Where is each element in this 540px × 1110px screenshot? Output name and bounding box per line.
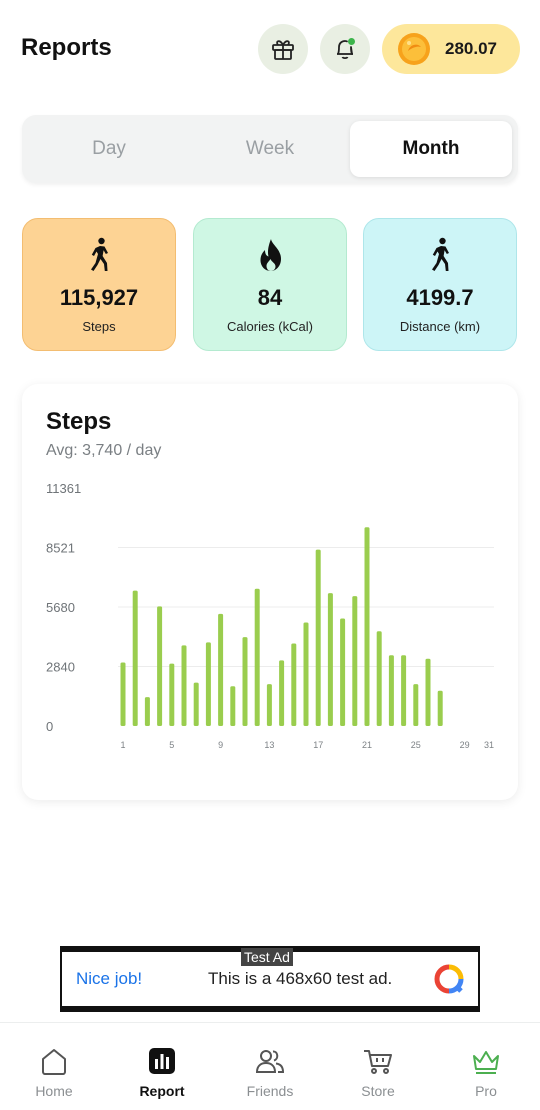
bar-day-7	[193, 682, 199, 726]
home-icon	[42, 1049, 66, 1075]
ad-tag: Test Ad	[241, 948, 293, 966]
bar-day-8	[205, 642, 211, 726]
x-tick-label: 25	[411, 740, 421, 750]
bar-day-27	[437, 690, 443, 726]
bar-day-24	[401, 655, 407, 726]
gift-button[interactable]	[258, 24, 308, 74]
header: Reports 280.07	[0, 0, 540, 100]
x-tick-label: 1	[120, 740, 125, 750]
calories-stat-card[interactable]: 84 Calories (kCal)	[193, 218, 347, 351]
bar-day-17	[315, 549, 321, 726]
notifications-button[interactable]	[320, 24, 370, 74]
steps-chart-card: Steps Avg: 3,740 / day 0 2840 5680 8521 1136…	[22, 384, 518, 800]
friends-icon	[255, 1050, 285, 1073]
walking-icon	[432, 237, 449, 271]
bar-day-3	[144, 697, 150, 726]
x-tick-label: 29	[460, 740, 470, 750]
chart-title: Steps	[46, 408, 112, 435]
bar-day-16	[303, 622, 309, 726]
steps-label: Steps	[82, 319, 116, 334]
distance-value: 4199.7	[406, 285, 474, 310]
bar-day-4	[157, 606, 163, 726]
bar-day-9	[218, 613, 224, 726]
store-icon	[364, 1050, 392, 1074]
y-tick-label: 0	[46, 719, 53, 734]
ad-text: This is a 468x60 test ad.	[208, 969, 393, 988]
bar-day-22	[376, 631, 382, 726]
coin-value: 280.07	[445, 39, 497, 58]
steps-stat-card[interactable]: 115,927 Steps	[22, 218, 176, 351]
nav-report[interactable]: Report	[108, 1023, 216, 1110]
x-tick-label: 31	[484, 740, 494, 750]
nav-friends-label: Friends	[246, 1083, 294, 1099]
bar-day-10	[230, 686, 236, 726]
coin-balance[interactable]: 280.07	[382, 24, 520, 74]
bell-icon	[337, 40, 353, 60]
bar-day-26	[425, 658, 431, 726]
bar-day-21	[364, 527, 370, 726]
bar-day-23	[388, 655, 394, 726]
bar-day-18	[327, 593, 333, 726]
tab-month[interactable]: Month	[350, 121, 512, 177]
nav-pro[interactable]: Pro	[432, 1023, 540, 1110]
ad-headline[interactable]: Nice job!	[76, 969, 143, 988]
notification-dot	[348, 38, 355, 45]
flame-icon	[260, 239, 281, 271]
bar-day-5	[169, 663, 175, 726]
ad-logo-icon	[434, 964, 464, 994]
bar-day-19	[340, 618, 346, 726]
bar-day-1	[120, 662, 126, 726]
x-tick-label: 13	[264, 740, 274, 750]
y-tick-label: 11361	[46, 481, 81, 496]
nav-pro-label: Pro	[475, 1083, 497, 1099]
x-tick-label: 5	[169, 740, 174, 750]
bar-day-6	[181, 645, 187, 726]
x-tick-label: 17	[313, 740, 323, 750]
x-tick-label: 9	[218, 740, 223, 750]
report-icon	[149, 1048, 175, 1074]
bar-day-14	[279, 660, 285, 726]
bar-day-11	[242, 637, 248, 726]
y-tick-label: 5680	[46, 600, 75, 615]
tab-week[interactable]: Week	[245, 138, 295, 159]
y-tick-label: 2840	[46, 660, 75, 675]
y-tick-label: 8521	[46, 540, 75, 555]
bar-day-20	[352, 596, 358, 726]
bottom-nav: Home Report Friends Store	[0, 1022, 540, 1110]
bar-day-12	[254, 588, 260, 726]
chart-subtitle: Avg: 3,740 / day	[46, 442, 162, 459]
calories-label: Calories (kCal)	[227, 319, 313, 334]
distance-label: Distance (km)	[399, 319, 481, 334]
nav-friends[interactable]: Friends	[216, 1023, 324, 1110]
tab-day[interactable]: Day	[92, 138, 126, 159]
crown-icon	[473, 1051, 499, 1074]
gift-icon	[272, 40, 294, 60]
bar-day-13	[266, 684, 272, 726]
distance-stat-card[interactable]: 4199.7 Distance (km)	[363, 218, 517, 351]
x-tick-label: 21	[362, 740, 372, 750]
steps-bar-chart: 0 2840 5680 8521 11361 1 5 9 13 17 21 25 29 31	[46, 481, 494, 750]
calories-value: 84	[257, 285, 283, 310]
nav-report-label: Report	[139, 1083, 185, 1099]
bar-day-25	[413, 684, 419, 726]
page-title: Reports	[21, 34, 112, 61]
nav-store[interactable]: Store	[324, 1023, 432, 1110]
walking-icon	[91, 237, 108, 271]
coin-icon	[398, 33, 430, 65]
period-selector: Day Week Month	[22, 115, 518, 183]
steps-value: 115,927	[59, 285, 139, 310]
nav-store-label: Store	[361, 1083, 395, 1099]
bar-day-2	[132, 590, 138, 726]
nav-home-label: Home	[35, 1083, 73, 1099]
nav-home[interactable]: Home	[0, 1023, 108, 1110]
bar-day-15	[291, 643, 297, 726]
